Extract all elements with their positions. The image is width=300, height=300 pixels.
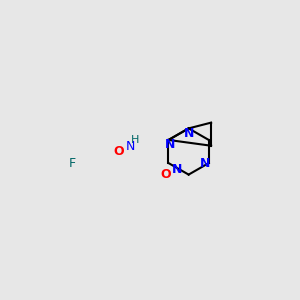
Text: N: N: [165, 138, 175, 151]
Text: N: N: [183, 127, 194, 140]
Text: F: F: [69, 157, 76, 169]
Text: H: H: [131, 135, 139, 145]
Text: N: N: [200, 157, 210, 169]
Text: O: O: [160, 168, 171, 181]
Text: O: O: [114, 145, 124, 158]
Text: N: N: [126, 140, 135, 153]
Text: N: N: [172, 164, 182, 176]
